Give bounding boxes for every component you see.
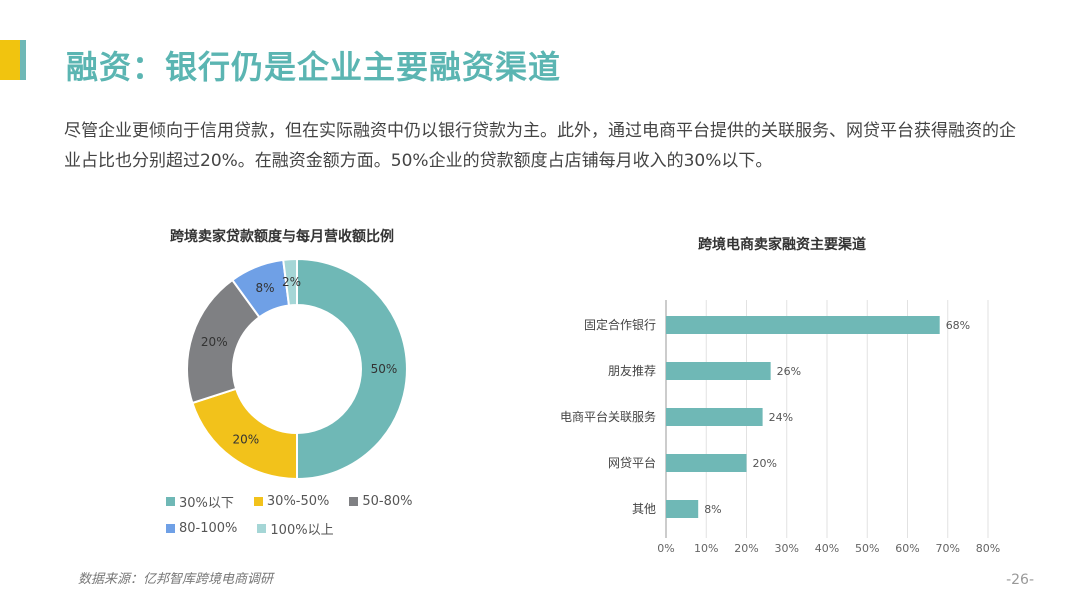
bar-category-label: 固定合作银行 [584,317,656,332]
intro-paragraph: 尽管企业更倾向于信用贷款，但在实际融资中仍以银行贷款为主。此外，通过电商平台提供… [64,121,1016,171]
donut-chart: 50% 20% 20% 8% 2% [186,257,408,481]
x-tick-label: 30% [775,542,799,555]
donut-slice [282,257,298,307]
bar-value-label: 68% [946,319,970,332]
page-title: 融资：银行仍是企业主要融资渠道 [66,48,562,86]
bar-value-label: 20% [753,457,777,470]
x-tick-label: 40% [815,542,839,555]
donut-slice-label: 2% [282,275,301,289]
bar-category-label: 其他 [632,502,656,516]
page-number: -26- [1006,572,1034,588]
bar-value-label: 24% [769,411,793,424]
legend-item: 30%-50% [253,494,330,509]
bar [666,500,699,518]
legend-swatch [257,524,267,533]
legend-swatch [166,497,175,506]
legend-item: 50-80% [349,494,413,509]
donut-slice-label: 20% [201,335,228,349]
accent-bar-secondary [20,40,26,80]
bar-category-label: 电商平台关联服务 [560,409,656,424]
legend-swatch [166,524,175,533]
legend-label: 30%-50% [266,494,330,509]
donut-slice-label: 8% [255,281,274,295]
bar-value-label: 8% [704,503,721,516]
donut-chart-title: 跨境卖家贷款额度与每月营收额比例 [170,229,394,245]
bar [666,408,763,426]
legend-item: 80-100% [166,521,237,536]
bar-category-label: 朋友推荐 [608,364,656,378]
donut-slice-label: 20% [233,432,260,446]
bar-chart: 0% 10% 20% 30% 40% 50% 60% 70% 80% 固定合作银行 68% 朋友推荐 2… [560,300,1000,555]
x-tick-label: 0% [657,542,674,555]
legend-item: 100%以上 [257,519,334,538]
donut-legend: 30%以下 30%-50% 50-80% 80-100% 100%以上 [166,492,496,546]
bar [666,316,940,334]
legend-swatch [349,497,359,506]
bar-chart-title: 跨境电商卖家融资主要渠道 [698,237,866,253]
legend-label: 100%以上 [270,523,334,538]
accent-bar [0,40,20,80]
bar-value-label: 26% [777,365,801,378]
donut-slice [296,257,408,481]
legend-label: 50-80% [362,494,413,509]
x-tick-label: 50% [855,542,879,555]
bar [666,362,771,380]
legend-item: 30%以下 [166,492,234,511]
data-source: 数据来源：亿邦智库跨境电商调研 [78,572,274,587]
x-tick-label: 20% [734,542,758,555]
x-tick-label: 80% [976,542,1000,555]
legend-swatch [253,497,263,506]
bar-category-label: 网贷平台 [608,455,656,470]
x-tick-label: 60% [895,542,919,555]
legend-label: 30%以下 [179,496,234,511]
x-tick-label: 10% [694,542,718,555]
donut-slice-label: 50% [371,362,398,376]
legend-label: 80-100% [179,521,238,536]
x-tick-label: 70% [936,542,960,555]
bar [666,454,747,472]
